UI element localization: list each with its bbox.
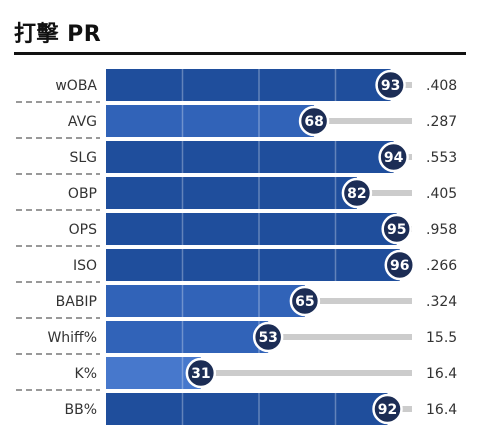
title-underline [14,52,466,55]
pr-badge-BB% [372,393,403,425]
bar-SLG [106,141,394,173]
pr-badge-Whiff% [252,321,284,353]
pr-value-AVG: 68 [304,114,323,130]
category-label-Whiff%: Whiff% [47,330,97,346]
pr-value-BABIP: 65 [295,294,314,310]
stat-value-OPS: .958 [426,222,457,238]
category-label-ISO: ISO [73,258,97,274]
pr-badge-OBP [341,177,373,209]
bar-wOBA [106,69,391,101]
pr-badge-OPS [381,213,412,245]
stat-value-BB%: 16.4 [426,402,457,418]
pr-badge-K% [185,357,217,389]
pr-value-Whiff%: 53 [258,330,277,346]
bar-ISO [106,249,400,281]
pr-badge-AVG [298,105,330,137]
pr-value-ISO: 96 [390,258,409,274]
stat-value-SLG: .553 [426,150,457,166]
pr-value-SLG: 94 [384,150,404,166]
bar-BB% [106,393,388,425]
stat-value-BABIP: .324 [426,294,457,310]
category-label-BABIP: BABIP [56,294,97,310]
stat-value-OBP: .405 [426,186,457,202]
stat-value-K%: 16.4 [426,366,457,382]
category-label-AVG: AVG [68,114,97,130]
stat-value-wOBA: .408 [426,78,457,94]
track-K% [106,370,412,376]
category-label-wOBA: wOBA [55,78,97,94]
stat-value-ISO: .266 [426,258,457,274]
pr-value-OBP: 82 [347,186,366,202]
pr-value-OPS: 95 [387,222,406,238]
category-label-K%: K% [75,366,97,382]
pr-badge-BABIP [289,285,321,317]
pr-badge-ISO [384,249,416,281]
bar-Whiff% [106,321,269,353]
category-label-OPS: OPS [69,222,97,238]
category-label-OBP: OBP [68,186,97,202]
stat-value-AVG: .287 [426,114,457,130]
pr-badge-SLG [378,141,409,173]
pr-value-wOBA: 93 [381,78,400,94]
bar-BABIP [106,285,305,317]
category-label-SLG: SLG [69,150,97,166]
pr-badge-wOBA [375,69,406,101]
bar-AVG [106,105,315,137]
bar-OBP [106,177,357,209]
category-label-BB%: BB% [64,402,97,418]
chart-title: 打擊 PR [14,22,102,47]
stat-value-Whiff%: 15.5 [426,330,457,346]
bar-K% [106,357,201,389]
pr-value-K%: 31 [191,366,210,382]
bar-OPS [106,213,397,245]
pr-value-BB%: 92 [378,402,397,418]
